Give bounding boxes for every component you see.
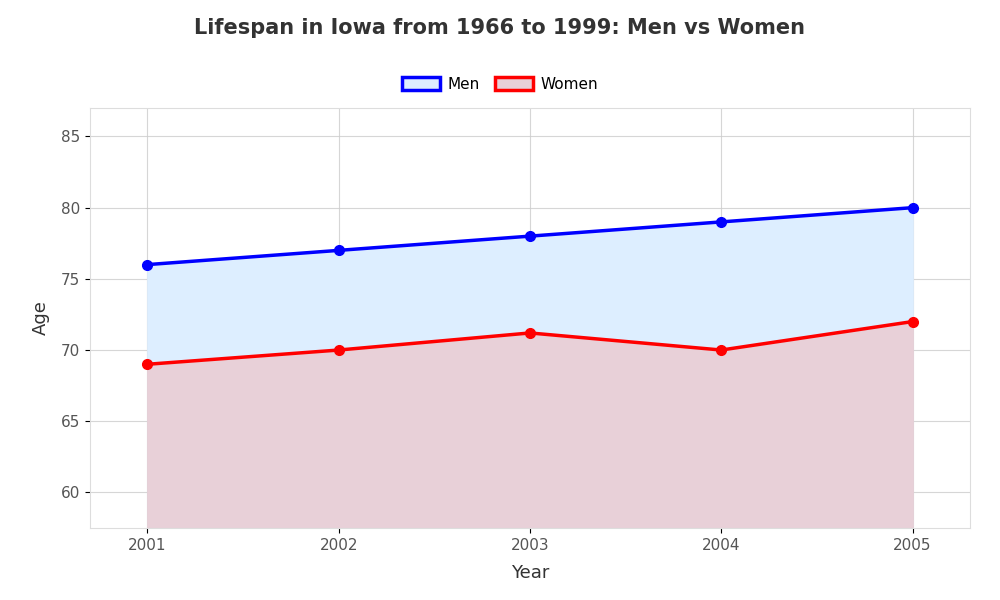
Y-axis label: Age: Age: [32, 301, 50, 335]
Text: Lifespan in Iowa from 1966 to 1999: Men vs Women: Lifespan in Iowa from 1966 to 1999: Men …: [194, 18, 806, 38]
Legend: Men, Women: Men, Women: [395, 71, 605, 98]
X-axis label: Year: Year: [511, 564, 549, 582]
